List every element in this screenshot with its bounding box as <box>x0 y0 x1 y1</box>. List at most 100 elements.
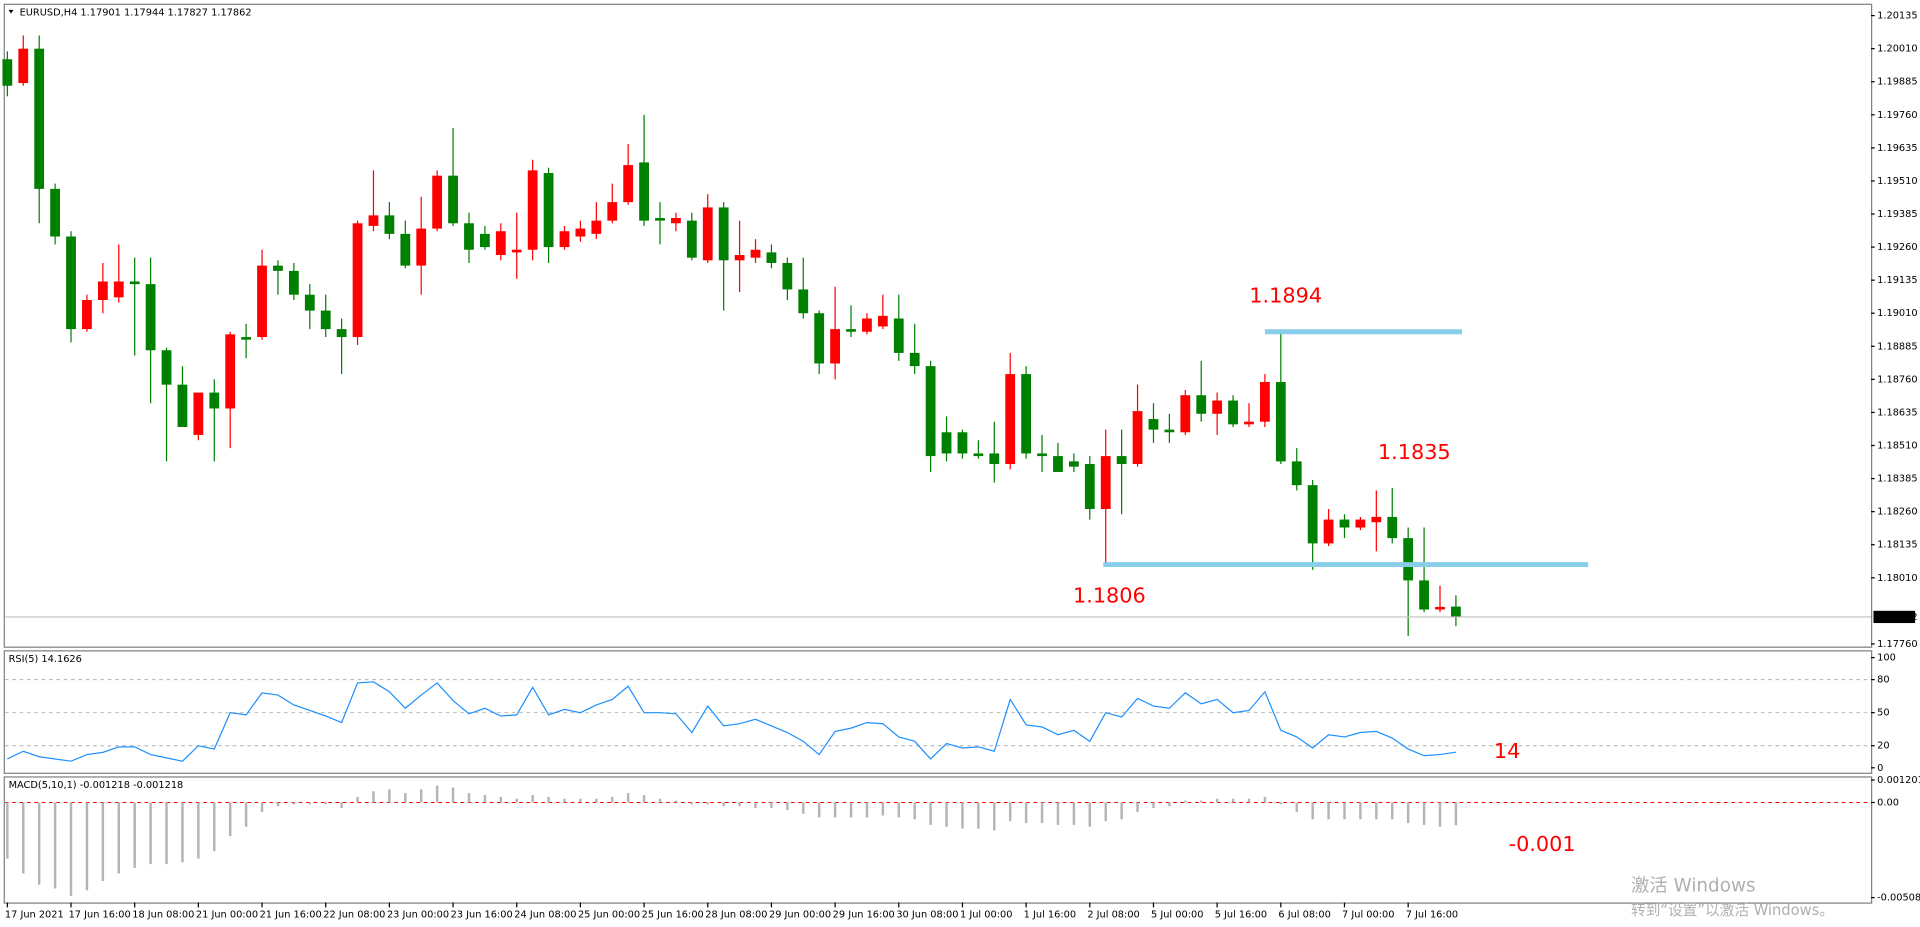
candle-body <box>1053 456 1063 472</box>
y-tick-label: 1.18635 <box>1877 407 1917 418</box>
candle-body <box>941 432 952 454</box>
candle-body <box>1196 395 1207 414</box>
candle-body <box>1419 580 1429 610</box>
candle-body <box>1132 411 1143 465</box>
candle-body <box>1307 485 1318 544</box>
y-tick-label: 100 <box>1877 653 1896 664</box>
candle-body <box>1339 519 1350 528</box>
candle-body <box>241 337 252 340</box>
main-panel <box>3 3 1873 648</box>
y-tick-label: 1.18260 <box>1877 507 1917 518</box>
x-tick-label: 21 Jun 16:00 <box>260 910 322 921</box>
y-tick-label: 0.00 <box>1877 797 1899 808</box>
symbol-menu-icon[interactable] <box>8 9 14 14</box>
x-tick-label: 28 Jun 08:00 <box>705 910 767 921</box>
y-tick-label: 1.19885 <box>1877 77 1917 88</box>
candle-body <box>480 233 490 248</box>
candle-body <box>1164 429 1175 433</box>
candle-body <box>82 300 92 330</box>
candle-body <box>1387 516 1398 539</box>
candle-body <box>957 432 968 454</box>
candle-body <box>639 162 649 221</box>
indicator-title: RSI(5) <box>9 654 39 665</box>
candle-body <box>925 366 936 457</box>
x-tick-label: 7 Jul 00:00 <box>1342 910 1394 921</box>
x-tick-label: 1 Jul 16:00 <box>1024 910 1076 921</box>
candle-body <box>50 188 60 237</box>
panel-header: EURUSD,H4 1.17901 1.17944 1.17827 1.1786… <box>20 7 252 18</box>
candle-body <box>1148 419 1159 430</box>
x-tick-label: 29 Jun 00:00 <box>769 910 831 921</box>
y-tick-label: -0.005088 <box>1877 893 1920 904</box>
current-price-label: 1.17862 <box>1877 612 1917 623</box>
candle-body <box>1212 400 1223 414</box>
candle-body <box>2 59 13 86</box>
candle-body <box>145 284 156 351</box>
header-low: 1.17827 <box>168 7 208 18</box>
x-tick-label: 23 Jun 16:00 <box>451 910 513 921</box>
y-tick-label: 1.18385 <box>1877 474 1917 485</box>
y-tick-label: 0.001201 <box>1877 775 1920 786</box>
candle-body <box>432 175 443 229</box>
x-tick-label: 21 Jun 00:00 <box>196 910 258 921</box>
header-open: 1.17901 <box>80 7 120 18</box>
candle-body <box>877 315 888 327</box>
candle-body <box>798 289 809 314</box>
candle-body <box>161 350 172 385</box>
candle-body <box>575 228 586 237</box>
indicator-title: MACD(5,10,1) <box>9 780 77 791</box>
candle-body <box>1244 421 1254 425</box>
symbol-title: EURUSD,H4 <box>20 7 78 18</box>
candle-body <box>1228 400 1238 425</box>
candle-body <box>129 281 140 285</box>
candle-body <box>1100 456 1111 509</box>
candle-body <box>177 384 188 427</box>
candle-body <box>655 217 665 221</box>
candle-body <box>304 294 315 311</box>
candle-body <box>591 220 602 234</box>
candle-body <box>368 215 379 226</box>
candle-body <box>1260 382 1270 422</box>
candle-body <box>623 165 634 203</box>
x-tick-label: 24 Jun 08:00 <box>514 910 576 921</box>
x-tick-label: 29 Jun 16:00 <box>833 910 895 921</box>
x-tick-label: 18 Jun 08:00 <box>132 910 194 921</box>
candle-body <box>893 318 904 353</box>
candle-body <box>862 318 872 332</box>
rsi-line <box>7 681 1457 762</box>
candle-body <box>416 228 427 266</box>
candle-body <box>1435 606 1445 610</box>
y-tick-label: 1.19510 <box>1877 176 1917 187</box>
candle-body <box>1355 519 1366 528</box>
x-tick-label: 17 Jun 16:00 <box>69 910 131 921</box>
candle-body <box>846 329 856 332</box>
y-tick-label: 1.18760 <box>1877 374 1917 385</box>
x-tick-label: 25 Jun 00:00 <box>578 910 640 921</box>
candle-body <box>750 249 761 258</box>
candle-body <box>1451 606 1461 617</box>
candle-body <box>288 270 299 295</box>
watermark-line2: 转到“设置”以激活 Windows。 <box>1631 902 1834 919</box>
y-tick-label: 1.19385 <box>1877 209 1917 220</box>
x-tick-label: 5 Jul 00:00 <box>1151 910 1203 921</box>
candle-body <box>66 236 76 330</box>
y-tick-label: 1.17760 <box>1877 639 1917 650</box>
candle-body <box>1068 461 1079 467</box>
y-tick-label: 80 <box>1877 675 1889 686</box>
candle-body <box>830 329 840 364</box>
candle-body <box>97 281 108 301</box>
annotation: 14 <box>1494 739 1520 763</box>
y-tick-label: 1.20010 <box>1877 44 1917 55</box>
indicator-value: 14.1626 <box>41 654 81 665</box>
header-close: 1.17862 <box>211 7 251 18</box>
panel-header: RSI(5) 14.1626 <box>9 654 82 665</box>
y-tick-label: 1.20135 <box>1877 11 1917 22</box>
candle-body <box>814 313 825 364</box>
y-tick-label: 0 <box>1877 763 1883 774</box>
indicator-signal: -0.001218 <box>133 780 183 791</box>
y-tick-label: 20 <box>1877 741 1889 752</box>
candle-body <box>400 233 411 266</box>
watermark-line1: 激活 Windows <box>1631 876 1756 897</box>
x-tick-label: 1 Jul 00:00 <box>960 910 1012 921</box>
